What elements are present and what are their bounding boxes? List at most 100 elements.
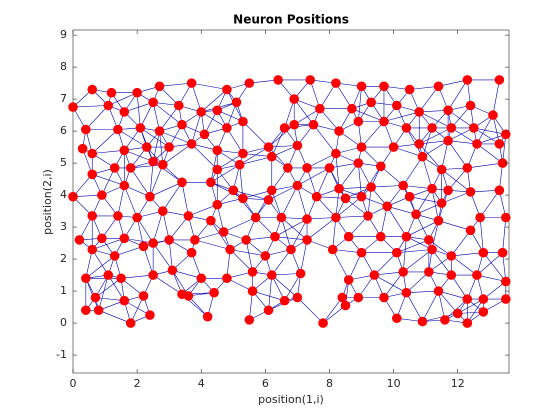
neuron (424, 235, 434, 245)
edge (284, 124, 314, 129)
y-tick-label: -1 (56, 348, 67, 361)
edge (422, 290, 439, 322)
edge (361, 166, 382, 197)
edge (268, 275, 273, 311)
neuron (141, 142, 152, 152)
edge (316, 167, 330, 197)
neuron (331, 148, 341, 159)
neuron (135, 123, 146, 133)
edge (293, 98, 314, 125)
edge (374, 271, 404, 276)
neuron (238, 116, 248, 127)
edge (191, 111, 202, 144)
neuron (417, 151, 428, 162)
neuron (311, 191, 322, 202)
edge (348, 252, 362, 281)
edge (502, 252, 507, 282)
neuron (228, 185, 239, 196)
neuron (125, 163, 136, 173)
edge (230, 249, 266, 257)
edge (335, 196, 362, 218)
edge (121, 274, 154, 279)
edge (457, 298, 484, 314)
x-tick-label: 4 (198, 377, 205, 390)
edge (386, 206, 407, 237)
neuron (494, 75, 505, 85)
neuron (334, 126, 344, 136)
edge (451, 230, 471, 257)
edge (152, 161, 183, 183)
marks (68, 75, 511, 328)
edge (422, 140, 449, 157)
neuron (315, 103, 325, 114)
neuron (190, 235, 200, 245)
edge (268, 185, 298, 201)
edge (98, 310, 131, 324)
neuron (433, 81, 444, 92)
neuron (206, 177, 216, 188)
neuron (497, 247, 508, 258)
neuron (276, 212, 287, 223)
neuron (343, 275, 354, 285)
edge (319, 82, 337, 109)
edge (502, 134, 507, 164)
edge (335, 215, 368, 218)
edge (406, 127, 423, 157)
edge (479, 217, 484, 253)
neuron (247, 286, 258, 296)
edge (335, 153, 340, 189)
edge (159, 82, 192, 87)
neuron (116, 273, 126, 284)
edge (387, 206, 417, 215)
edge (152, 102, 160, 132)
neuron (404, 191, 415, 202)
edge (402, 156, 423, 186)
neuron (494, 139, 505, 149)
neuron (138, 291, 149, 301)
neuron (148, 238, 158, 248)
edge (448, 140, 477, 145)
edge (152, 102, 183, 125)
edge (92, 174, 125, 186)
neuron (148, 270, 158, 280)
neuron (308, 119, 319, 130)
edge (191, 83, 202, 113)
neuron (424, 267, 434, 277)
edge (239, 156, 272, 165)
edge (108, 274, 125, 301)
neuron (427, 183, 437, 194)
x-tick-label: 2 (134, 377, 141, 390)
edge (297, 185, 308, 220)
neuron (433, 286, 444, 296)
edge (223, 217, 256, 233)
neuron (369, 270, 380, 280)
neuron (465, 225, 476, 236)
edge (159, 105, 180, 132)
neuron (209, 287, 219, 298)
edge (297, 167, 330, 186)
edge (422, 156, 433, 189)
x-tick-label: 0 (70, 377, 77, 390)
neuron (250, 212, 261, 223)
neuron (475, 212, 485, 223)
edge (281, 217, 292, 250)
edge (191, 143, 218, 170)
neuron (443, 105, 453, 116)
edge (294, 108, 321, 125)
neuron (404, 84, 415, 95)
edge (162, 211, 170, 240)
neuron (356, 191, 367, 202)
edge (124, 237, 154, 244)
edge (309, 79, 321, 109)
edge (136, 92, 141, 128)
neuron (212, 105, 223, 116)
edge (438, 291, 446, 320)
edge (479, 190, 500, 218)
neuron (478, 247, 489, 258)
neuron (238, 193, 248, 204)
edge (271, 127, 285, 157)
neuron (119, 233, 130, 244)
neuron (478, 294, 489, 304)
edge (191, 82, 227, 90)
edge (91, 249, 109, 276)
